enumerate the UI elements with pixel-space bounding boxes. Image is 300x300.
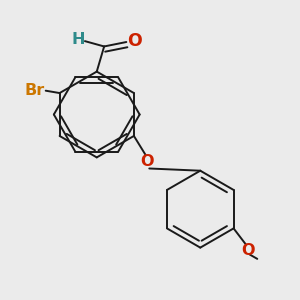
Text: O: O	[140, 154, 153, 169]
Text: Br: Br	[24, 83, 45, 98]
Text: H: H	[72, 32, 85, 47]
Text: O: O	[241, 243, 254, 258]
Text: O: O	[127, 32, 142, 50]
